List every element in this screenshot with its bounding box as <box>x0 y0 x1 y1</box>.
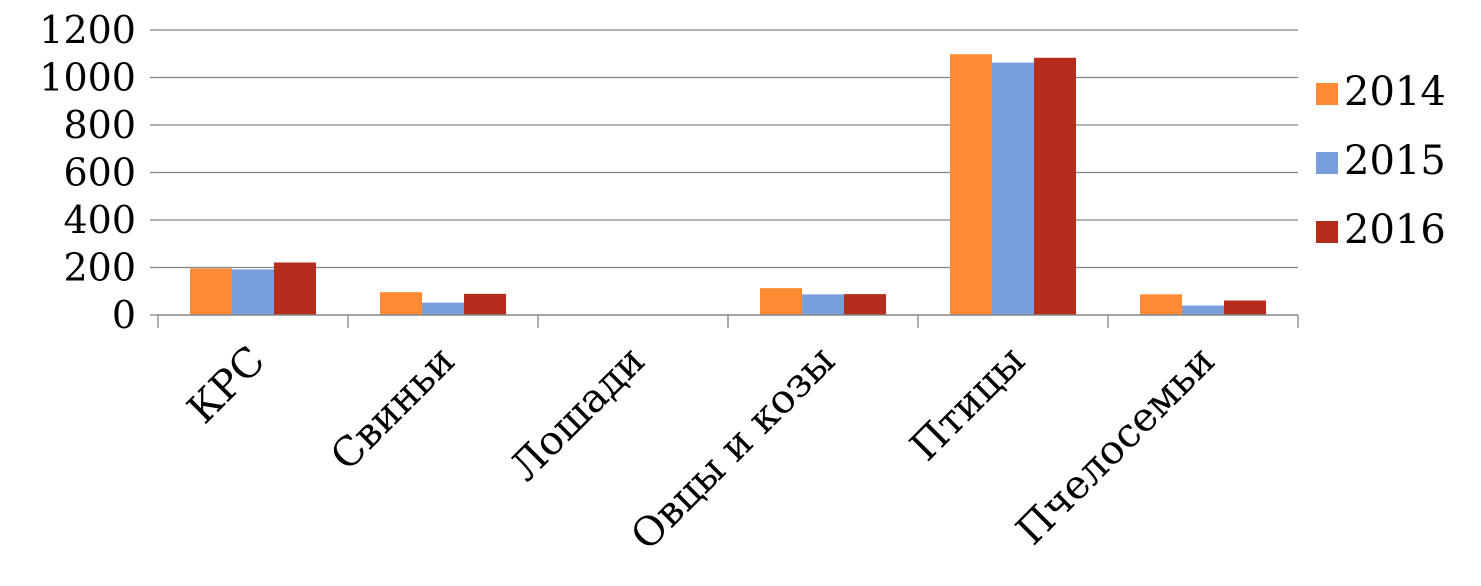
x-tick-label: Птицы <box>902 338 1034 470</box>
legend-label: 2014 <box>1344 69 1446 115</box>
bar-2015-3 <box>802 294 844 315</box>
legend-label: 2016 <box>1344 207 1446 253</box>
bar-2015-0 <box>232 269 274 315</box>
bar-2016-1 <box>464 293 506 315</box>
y-tick-label: 600 <box>63 151 136 195</box>
x-tick-label: Лошади <box>501 338 654 491</box>
y-tick-label: 0 <box>112 293 136 337</box>
x-tick-label: Овцы и козы <box>622 338 844 560</box>
y-tick-label: 400 <box>63 198 136 242</box>
y-tick-label: 200 <box>63 246 136 290</box>
axes <box>150 29 1299 328</box>
bar-2016-3 <box>844 294 886 315</box>
y-tick-label: 1000 <box>39 56 136 100</box>
y-tick-label: 1200 <box>39 8 136 52</box>
bar-2014-1 <box>380 292 422 315</box>
bar-2016-0 <box>274 262 316 315</box>
bar-2014-5 <box>1140 294 1182 315</box>
bar-2014-3 <box>760 288 802 315</box>
bar-2016-5 <box>1224 300 1266 315</box>
bar-2014-4 <box>950 54 992 315</box>
bar-2016-4 <box>1034 57 1076 315</box>
x-tick-label: КРС <box>179 338 274 433</box>
legend: 2014 2015 2016 <box>1316 69 1446 253</box>
x-tick-label: Пчелосемьи <box>1008 338 1224 554</box>
x-tick-label: Свиньи <box>322 338 464 480</box>
legend-swatch-2015 <box>1316 152 1338 174</box>
gridlines <box>158 29 1298 269</box>
bar-2015-4 <box>992 62 1034 315</box>
y-tick-label: 800 <box>63 103 136 147</box>
legend-swatch-2014 <box>1316 83 1338 105</box>
bars <box>190 54 1266 316</box>
bar-2014-0 <box>190 268 232 315</box>
legend-swatch-2016 <box>1316 221 1338 243</box>
bar-2015-1 <box>422 302 464 315</box>
legend-label: 2015 <box>1344 138 1446 184</box>
bar-2015-5 <box>1182 305 1224 315</box>
